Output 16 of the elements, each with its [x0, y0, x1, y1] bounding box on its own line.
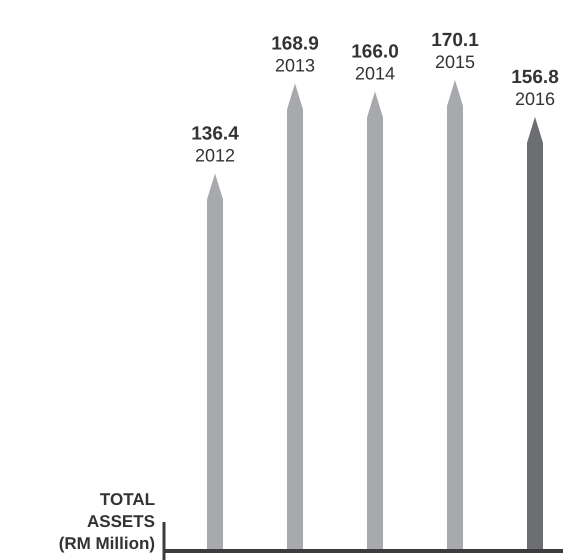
x-tick-label: 2015 [434, 52, 476, 72]
data-label: 168.9 [271, 33, 319, 54]
data-label: 136.4 [191, 123, 240, 144]
bar [367, 91, 383, 551]
bar [447, 80, 463, 551]
x-tick-label: 2014 [354, 63, 396, 84]
bar [287, 83, 303, 551]
data-label: 170.1 [431, 30, 480, 51]
data-label: 156.8 [511, 66, 559, 88]
y-axis-title: TOTAL ASSETS (RM Million) [58, 490, 155, 553]
x-tick-label: 2013 [274, 55, 316, 76]
x-tick-label: 2012 [194, 145, 236, 166]
bar [527, 116, 543, 551]
data-label: 166.0 [351, 41, 399, 62]
x-tick-label: 2016 [514, 88, 556, 109]
bar [207, 173, 223, 551]
